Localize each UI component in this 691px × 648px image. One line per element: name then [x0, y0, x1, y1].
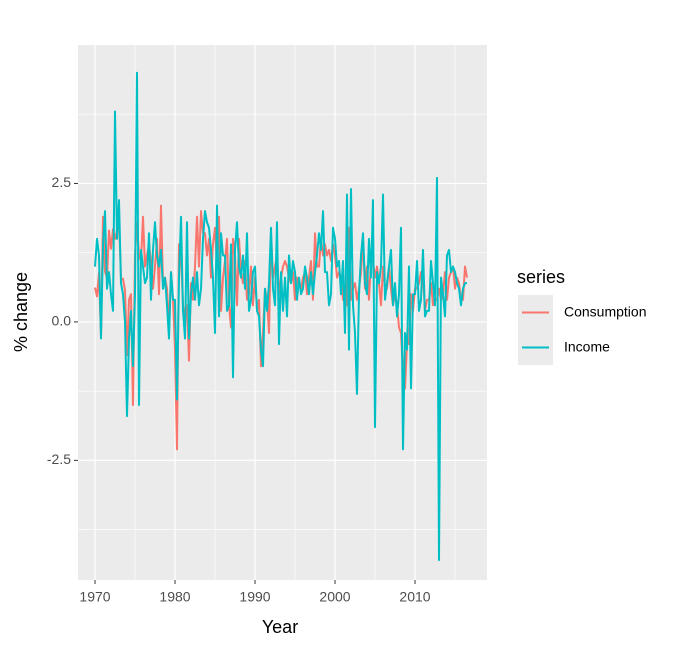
y-axis-label: % change [11, 272, 31, 352]
series-line [94, 71, 467, 562]
x-tick-label: 1990 [239, 589, 270, 605]
x-axis-label: Year [262, 617, 298, 637]
legend-label: Consumption [564, 304, 647, 320]
x-tick-label: 2010 [399, 589, 430, 605]
y-tick-label: -2.5 [47, 451, 71, 467]
legend-title: series [517, 267, 565, 287]
y-tick-label: 2.5 [52, 174, 72, 190]
legend-label: Income [564, 339, 610, 355]
x-tick-label: 2000 [319, 589, 350, 605]
x-tick-label: 1970 [79, 589, 110, 605]
x-tick-label: 1980 [159, 589, 190, 605]
y-tick-label: 0.0 [52, 313, 72, 329]
panel [78, 45, 487, 580]
